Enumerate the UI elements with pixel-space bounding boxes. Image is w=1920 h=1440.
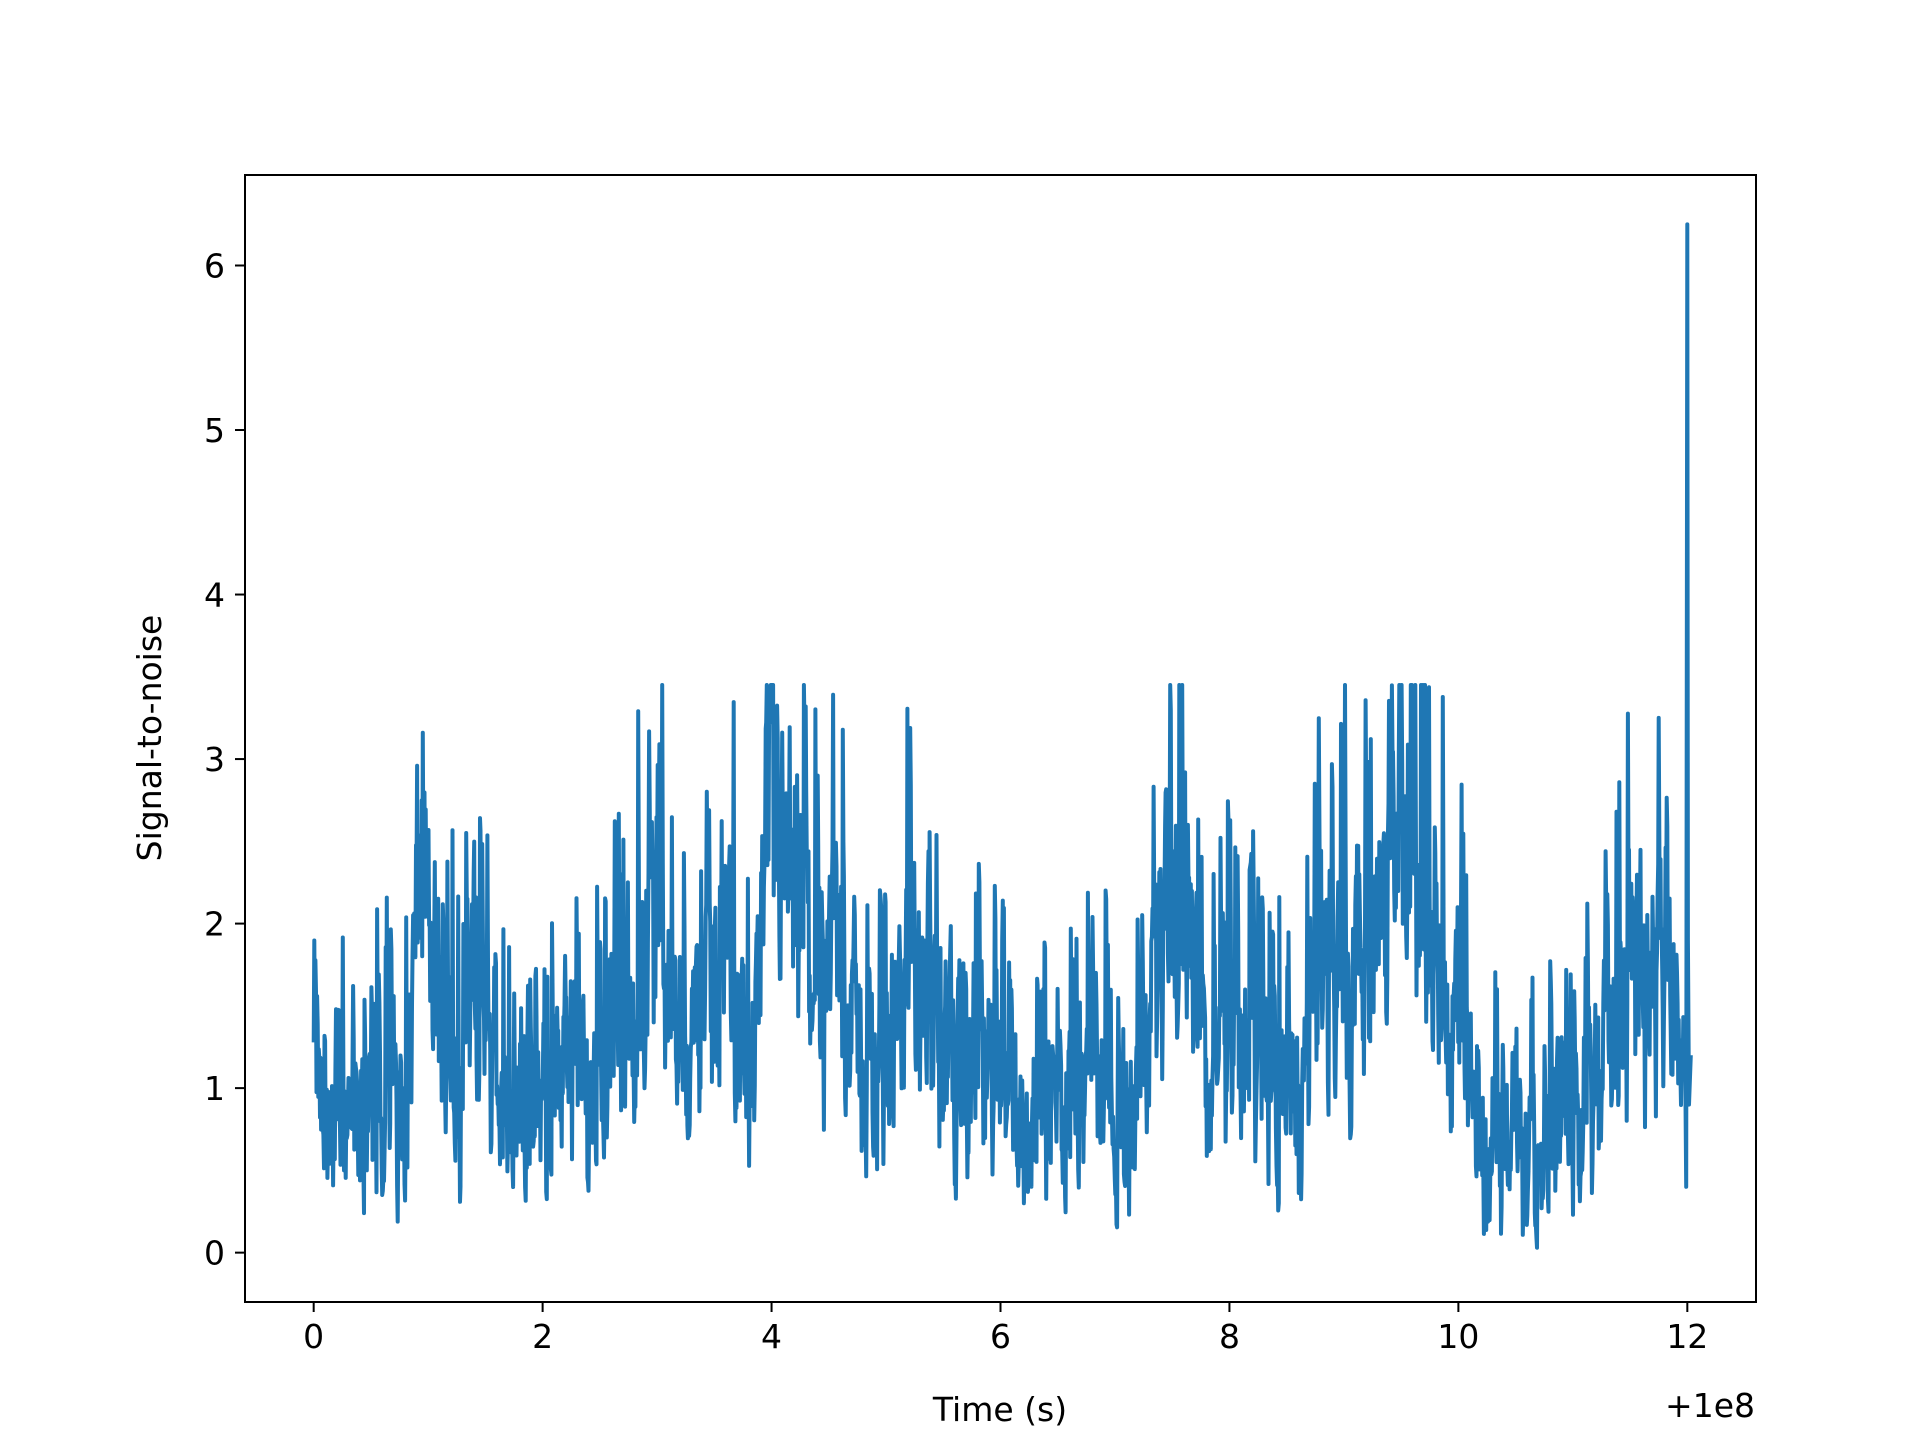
x-tick-label: 12 [1666, 1317, 1708, 1356]
y-axis-title: Signal-to-noise [130, 615, 169, 862]
x-tick-label: 4 [761, 1317, 782, 1356]
x-axis-title: Time (s) [932, 1390, 1067, 1429]
x-axis: 0 2 4 6 8 10 12 [303, 1302, 1708, 1356]
x-tick-label: 8 [1219, 1317, 1240, 1356]
x-tick-label: 10 [1437, 1317, 1479, 1356]
x-tick-label: 2 [532, 1317, 553, 1356]
y-tick-label: 2 [204, 905, 225, 944]
y-tick-label: 0 [204, 1234, 225, 1273]
y-tick-label: 4 [204, 576, 225, 615]
x-tick-label: 0 [303, 1317, 324, 1356]
y-tick-label: 1 [204, 1069, 225, 1108]
x-offset-label: +1e8 [1665, 1386, 1755, 1425]
x-tick-label: 6 [990, 1317, 1011, 1356]
y-tick-label: 5 [204, 411, 225, 450]
snr-series-line [311, 222, 1693, 1250]
y-tick-label: 3 [204, 740, 225, 779]
y-axis: 0 1 2 3 4 5 6 [204, 246, 245, 1273]
y-tick-label: 6 [204, 246, 225, 285]
